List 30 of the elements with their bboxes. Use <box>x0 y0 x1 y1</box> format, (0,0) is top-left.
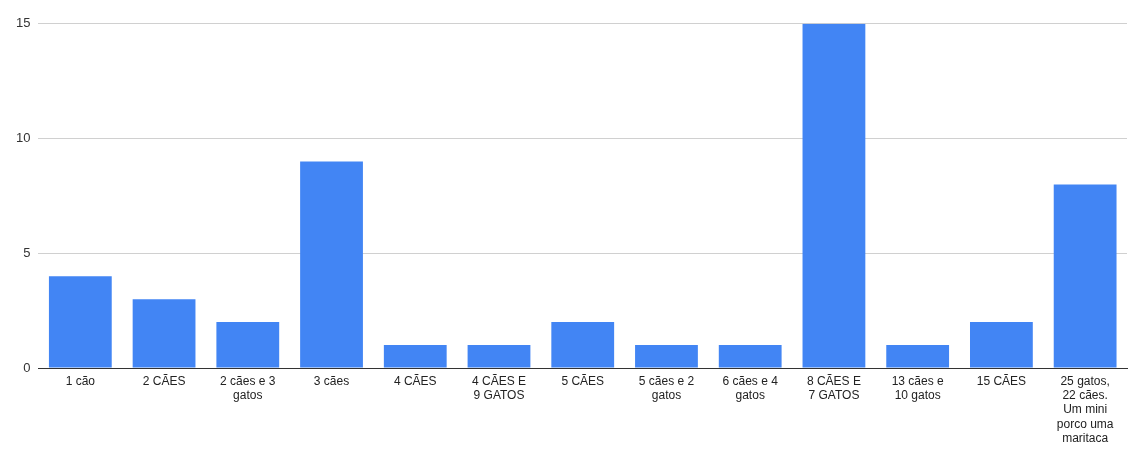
x-tick-label: 25 gatos, 22 cães. Um mini porco uma maritaca <box>1056 373 1114 446</box>
bar <box>802 23 866 368</box>
x-tick-label: 4 CÃES E 9 GATOS <box>471 373 527 402</box>
bar <box>48 276 112 368</box>
x-tick-label: 8 CÃES E 7 GATOS <box>806 373 861 402</box>
x-tick-label: 4 CÃES <box>393 373 437 388</box>
x-tick-label: 15 CÃES <box>976 373 1027 388</box>
bar <box>970 322 1033 368</box>
bar <box>635 345 698 368</box>
x-tick-label: 2 CÃES <box>142 373 186 388</box>
y-tick-label: 0 <box>23 359 31 375</box>
y-tick-label: 5 <box>23 244 31 260</box>
bar <box>300 161 363 368</box>
x-tick-label: 13 cães e 10 gatos <box>891 373 945 402</box>
bar <box>132 299 196 368</box>
bar <box>383 345 447 368</box>
bar <box>551 322 615 368</box>
y-tick-label: 10 <box>15 130 31 146</box>
bar <box>886 345 950 368</box>
x-tick-label: 6 cães e 4 gatos <box>722 373 779 402</box>
bar <box>718 345 782 368</box>
bar <box>1053 184 1117 368</box>
bar <box>467 345 531 368</box>
x-tick-label: 5 CÃES <box>561 373 605 388</box>
bar <box>216 322 280 368</box>
x-tick-label: 5 cães e 2 gatos <box>638 373 695 402</box>
y-tick-label: 15 <box>15 15 31 31</box>
x-tick-label: 2 cães e 3 gatos <box>220 373 276 402</box>
x-tick-label: 1 cão <box>65 373 96 388</box>
x-tick-label: 3 cães <box>313 373 350 388</box>
